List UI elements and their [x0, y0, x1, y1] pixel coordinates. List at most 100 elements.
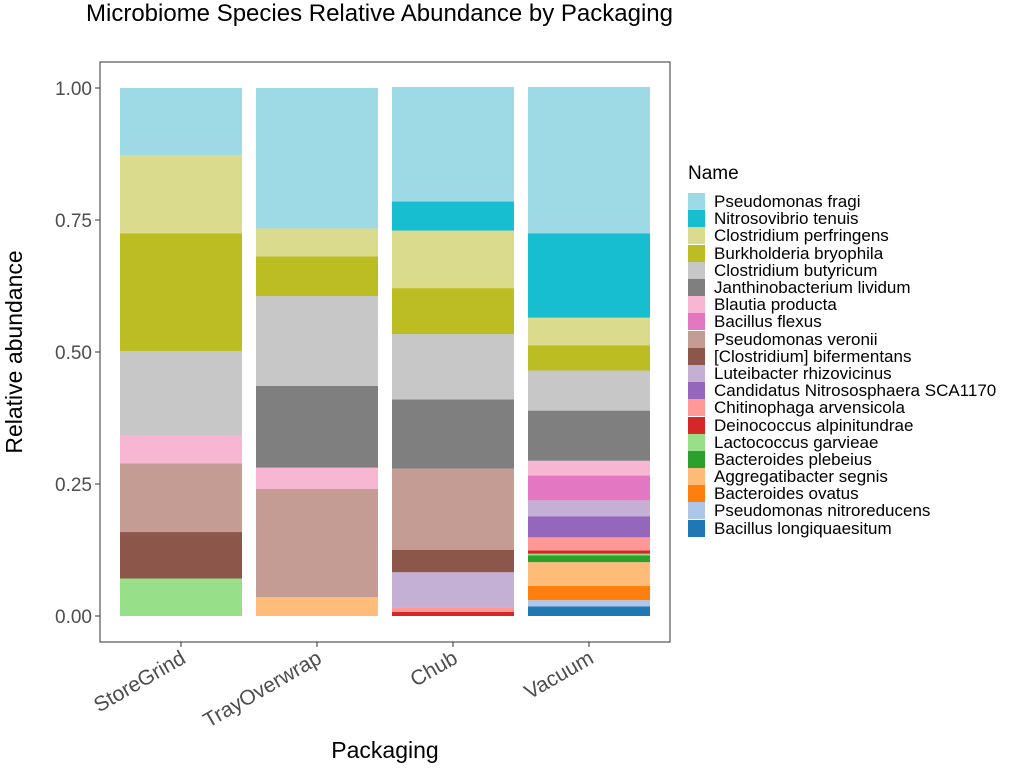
legend-swatch: [688, 313, 705, 331]
y-axis-title: Relative abundance: [1, 250, 27, 453]
legend-swatch: [688, 433, 705, 451]
legend-swatch: [688, 399, 705, 417]
bar-segment: [256, 88, 378, 229]
bar-segment: [528, 233, 650, 318]
bar-segment: [392, 288, 514, 335]
legend-item: Pseudomonas veronii: [688, 329, 996, 349]
legend-swatch: [688, 347, 705, 365]
legend-swatch: [688, 382, 705, 400]
legend-item: Chitinophaga arvensicola: [688, 398, 996, 418]
bar-segment: [120, 578, 242, 616]
bar-segment: [528, 317, 650, 346]
legend-swatch: [688, 485, 705, 503]
x-axis-title: Packaging: [331, 737, 438, 763]
bar-segment: [392, 550, 514, 573]
legend-item: Deinococcus alpinitundrae: [688, 415, 996, 435]
bar-segment: [256, 467, 378, 489]
bar-segment: [528, 562, 650, 586]
legend-label: Clostridium butyricum: [714, 260, 878, 280]
legend-label: Blautia producta: [714, 295, 837, 315]
bar-segment: [120, 155, 242, 234]
legend-swatch: [688, 364, 705, 382]
legend-label: Bacteroides ovatus: [714, 484, 859, 504]
legend-swatch: [688, 416, 705, 434]
legend-label: Nitrosovibrio tenuis: [714, 209, 859, 229]
legend-item: Clostridium perfringens: [688, 226, 996, 246]
bar-segment: [528, 516, 650, 538]
x-tick-label: TrayOverwrap: [199, 646, 325, 732]
legend-label: Chitinophaga arvensicola: [714, 398, 905, 418]
legend-item: Aggregatibacter segnis: [688, 467, 996, 487]
bar-segment: [528, 460, 650, 476]
bar-segment: [256, 488, 378, 597]
bar-segment: [528, 537, 650, 551]
bar-segment: [528, 370, 650, 411]
bar-segment: [528, 606, 650, 616]
x-axis: StoreGrind TrayOverwrap Chub Vacuum: [90, 642, 598, 732]
bar-segment: [392, 607, 514, 612]
legend-item: Bacillus flexus: [688, 312, 996, 332]
legend-swatch: [688, 502, 705, 520]
legend-label: Bacteroides plebeius: [714, 449, 872, 469]
legend-label: Janthinobacterium lividum: [714, 278, 911, 298]
legend-label: Lactococcus garvieae: [714, 432, 879, 452]
bar-segment: [528, 500, 650, 517]
bar-segment: [528, 600, 650, 607]
bar-segment: [528, 475, 650, 501]
legend-item: Bacteroides plebeius: [688, 449, 996, 469]
x-tick-label: Chub: [407, 646, 462, 691]
bar-segment: [528, 555, 650, 563]
bar-segment: [120, 532, 242, 579]
legend-swatch: [688, 296, 705, 314]
bar-segment: [120, 88, 242, 156]
y-tick-label: 0.25: [55, 475, 92, 496]
bar-segment: [528, 553, 650, 556]
legend-label: Pseudomonas nitroreducens: [714, 501, 931, 521]
bar-segment: [528, 550, 650, 554]
bar-segment: [528, 345, 650, 371]
bar-segment: [392, 86, 514, 202]
legend-swatch: [688, 261, 705, 279]
legend-swatch: [688, 279, 705, 297]
chart-title: Microbiome Species Relative Abundance by…: [86, 0, 674, 27]
legend-label: Luteibacter rhizovicinus: [714, 363, 892, 383]
bar-segment: [120, 463, 242, 533]
legend-item: [Clostridium] bifermentans: [688, 347, 996, 365]
bar-segment: [392, 611, 514, 616]
legend-label: Deinococcus alpinitundrae: [714, 415, 914, 435]
legend-item: Blautia producta: [688, 295, 996, 315]
legend-swatch: [688, 227, 705, 245]
bar-segment: [528, 585, 650, 601]
legend-label: Pseudomonas veronii: [714, 329, 878, 349]
legend-item: Luteibacter rhizovicinus: [688, 363, 996, 383]
legend-swatch: [688, 210, 705, 228]
legend-item: Candidatus Nitrososphaera SCA1170: [688, 382, 996, 400]
bar-segment: [120, 350, 242, 436]
bar-segment: [392, 334, 514, 400]
bar-segment: [120, 435, 242, 464]
legend-item: Burkholderia bryophila: [688, 243, 996, 263]
bar-segment: [392, 201, 514, 231]
legend-swatch: [688, 468, 705, 486]
legend-item: Pseudomonas nitroreducens: [688, 501, 996, 521]
x-tick-label: Vacuum: [521, 646, 598, 704]
x-tick-label: StoreGrind: [90, 646, 189, 717]
legend-swatch: [688, 519, 705, 537]
legend-item: Clostridium butyricum: [688, 260, 996, 280]
legend-label: Aggregatibacter segnis: [714, 467, 888, 487]
legend-item: Lactococcus garvieae: [688, 432, 996, 452]
legend-swatch: [688, 330, 705, 348]
bar-segment: [528, 410, 650, 461]
legend-item: Bacillus longiquaesitum: [688, 518, 996, 538]
legend-items: Pseudomonas fragi Nitrosovibrio tenuis Clo…: [688, 193, 996, 537]
legend-label: Bacillus flexus: [714, 312, 822, 332]
legend-label: Burkholderia bryophila: [714, 243, 884, 263]
legend: Name Pseudomonas fragi Nitrosovibrio tenu…: [688, 163, 996, 537]
legend-label: Clostridium perfringens: [714, 226, 889, 246]
bar-segment: [256, 256, 378, 297]
legend-item: Pseudomonas fragi: [688, 192, 996, 212]
legend-label: Bacillus longiquaesitum: [714, 518, 892, 538]
legend-swatch: [688, 244, 705, 262]
bar-segment: [528, 86, 650, 234]
legend-label: Pseudomonas fragi: [714, 192, 861, 212]
